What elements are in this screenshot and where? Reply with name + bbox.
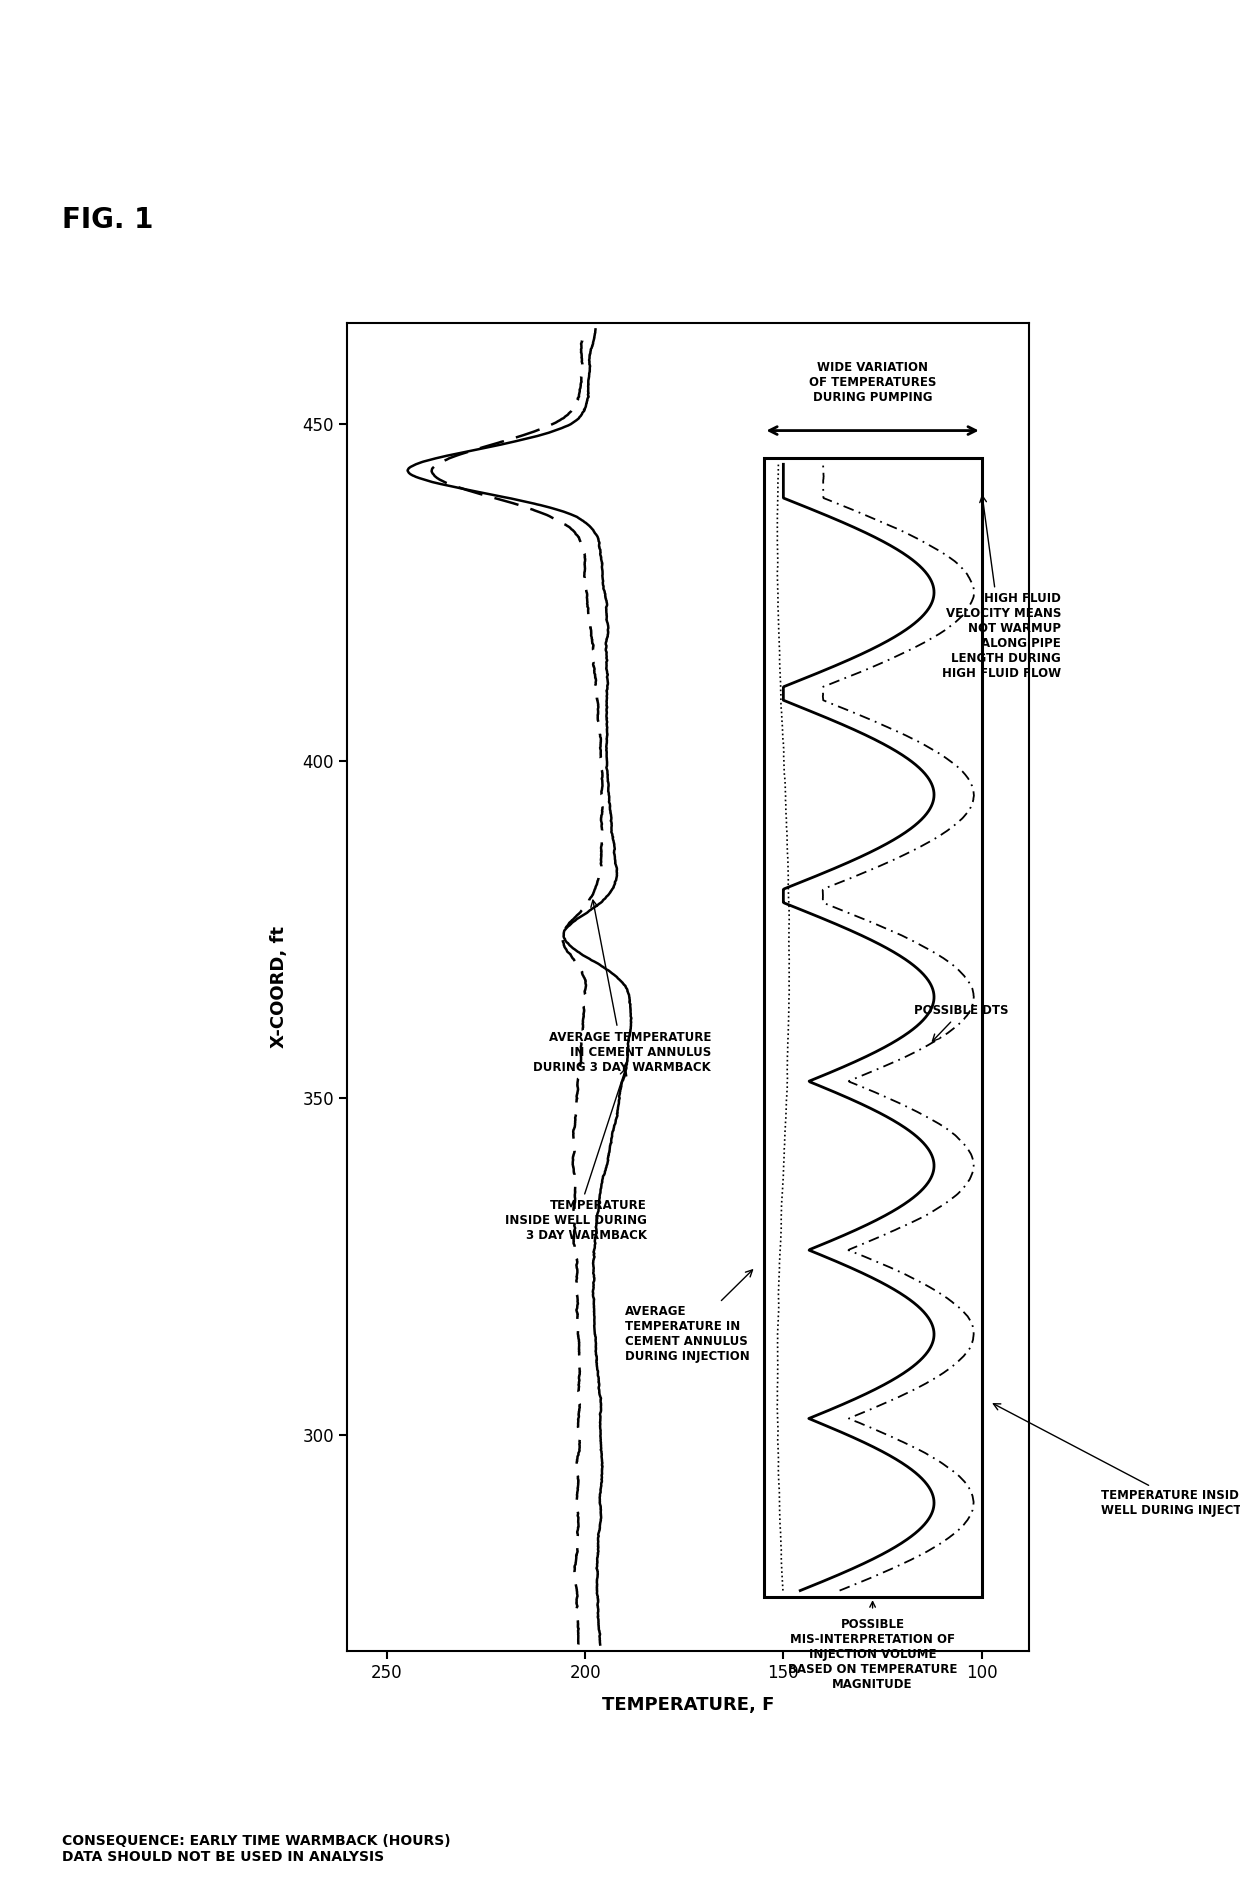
Bar xyxy=(764,457,982,1598)
Text: FIG. 1: FIG. 1 xyxy=(62,205,154,233)
Text: WIDE VARIATION
OF TEMPERATURES
DURING PUMPING: WIDE VARIATION OF TEMPERATURES DURING PU… xyxy=(808,361,936,404)
Text: TEMPERATURE INSIDE
WELL DURING INJECTION: TEMPERATURE INSIDE WELL DURING INJECTION xyxy=(993,1405,1240,1517)
Y-axis label: X-COORD, ft: X-COORD, ft xyxy=(270,926,289,1048)
Text: TEMPERATURE
INSIDE WELL DURING
3 DAY WARMBACK: TEMPERATURE INSIDE WELL DURING 3 DAY WAR… xyxy=(505,1069,647,1243)
X-axis label: TEMPERATURE, F: TEMPERATURE, F xyxy=(601,1697,775,1714)
Text: AVERAGE
TEMPERATURE IN
CEMENT ANNULUS
DURING INJECTION: AVERAGE TEMPERATURE IN CEMENT ANNULUS DU… xyxy=(625,1270,753,1363)
Text: HIGH FLUID
VELOCITY MEANS
NOT WARMUP
ALONG PIPE
LENGTH DURING
HIGH FLUID FLOW: HIGH FLUID VELOCITY MEANS NOT WARMUP ALO… xyxy=(942,495,1061,679)
Text: POSSIBLE DTS: POSSIBLE DTS xyxy=(914,1004,1008,1042)
Text: CONSEQUENCE: EARLY TIME WARMBACK (HOURS)
DATA SHOULD NOT BE USED IN ANALYSIS: CONSEQUENCE: EARLY TIME WARMBACK (HOURS)… xyxy=(62,1833,450,1864)
Text: AVERAGE TEMPERATURE
IN CEMENT ANNULUS
DURING 3 DAY WARMBACK: AVERAGE TEMPERATURE IN CEMENT ANNULUS DU… xyxy=(533,900,711,1074)
Text: POSSIBLE
MIS-INTERPRETATION OF
INJECTION VOLUME
BASED ON TEMPERATURE
MAGNITUDE: POSSIBLE MIS-INTERPRETATION OF INJECTION… xyxy=(787,1617,957,1691)
